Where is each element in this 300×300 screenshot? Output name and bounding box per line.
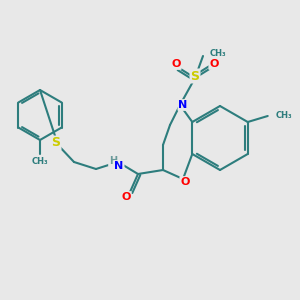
Text: O: O <box>209 59 219 69</box>
Text: N: N <box>178 100 188 110</box>
Text: S: S <box>52 136 61 149</box>
Text: N: N <box>114 161 124 171</box>
Text: O: O <box>180 177 190 187</box>
Text: S: S <box>190 70 200 83</box>
Text: CH₃: CH₃ <box>210 49 226 58</box>
Text: CH₃: CH₃ <box>32 157 48 166</box>
Text: O: O <box>171 59 181 69</box>
Text: H: H <box>109 156 117 166</box>
Text: CH₃: CH₃ <box>276 110 292 119</box>
Text: O: O <box>121 192 131 202</box>
